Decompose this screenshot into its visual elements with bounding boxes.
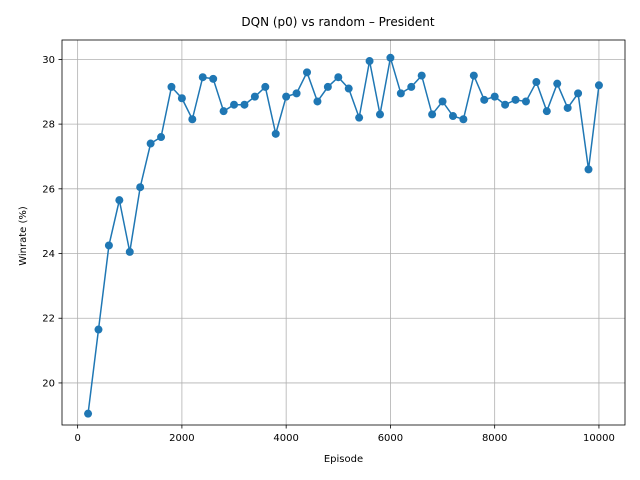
data-point: [407, 82, 416, 91]
y-tick-label: 30: [42, 55, 55, 66]
y-tick-label: 20: [42, 378, 55, 389]
x-axis-ticks: 0 2000 4000 6000 8000 10000: [74, 425, 615, 444]
data-point: [521, 97, 530, 106]
data-point: [167, 82, 176, 91]
data-point: [365, 57, 374, 66]
data-point: [375, 110, 384, 119]
y-tick-label: 24: [42, 249, 55, 260]
data-point: [157, 133, 166, 142]
data-point: [563, 103, 572, 112]
data-point: [355, 113, 364, 122]
y-axis-label: Winrate (%): [18, 206, 29, 266]
data-point: [438, 97, 447, 106]
data-point: [303, 68, 312, 77]
data-point: [271, 129, 280, 138]
data-point: [198, 73, 207, 82]
x-tick-label: 6000: [378, 433, 403, 444]
data-point: [490, 92, 499, 101]
data-point: [104, 241, 113, 250]
data-series: [84, 53, 603, 418]
data-point: [261, 82, 270, 91]
y-tick-label: 26: [42, 184, 55, 195]
data-point: [84, 409, 93, 418]
x-tick-label: 0: [74, 433, 80, 444]
plot-area-frame: [61, 39, 626, 426]
x-tick-label: 10000: [583, 433, 615, 444]
data-point: [574, 89, 583, 98]
data-point: [553, 79, 562, 88]
data-point: [501, 100, 510, 109]
data-point: [459, 115, 468, 124]
data-point: [209, 74, 218, 83]
data-point: [428, 110, 437, 119]
data-point: [334, 73, 343, 82]
x-tick-label: 4000: [273, 433, 298, 444]
data-point: [115, 196, 124, 205]
y-tick-label: 28: [42, 120, 55, 131]
y-tick-label: 22: [42, 314, 55, 325]
data-point: [344, 84, 353, 93]
data-point: [323, 82, 332, 91]
data-point: [542, 107, 551, 116]
data-point: [188, 115, 197, 124]
data-point: [386, 53, 395, 62]
chart-title: DQN (p0) vs random – President: [241, 15, 435, 29]
y-axis-ticks: 20 22 24 26 28 30: [42, 55, 62, 389]
data-point: [219, 107, 228, 116]
data-point: [94, 325, 103, 334]
data-point: [313, 97, 322, 106]
data-point: [282, 92, 291, 101]
data-point: [448, 112, 457, 121]
x-tick-label: 2000: [169, 433, 194, 444]
x-axis-label: Episode: [324, 454, 363, 465]
data-point: [480, 95, 489, 104]
data-point: [511, 95, 520, 104]
data-point: [230, 100, 239, 109]
data-point: [396, 89, 405, 98]
data-point: [250, 92, 259, 101]
data-point: [240, 100, 249, 109]
data-point: [292, 89, 301, 98]
data-point: [532, 78, 541, 87]
data-point: [417, 71, 426, 80]
data-point: [146, 139, 155, 148]
grid-lines: [62, 40, 625, 425]
data-point: [594, 81, 603, 90]
data-point: [584, 165, 593, 174]
data-point: [125, 247, 134, 256]
data-point: [469, 71, 478, 80]
x-tick-label: 8000: [482, 433, 507, 444]
data-point: [177, 94, 186, 103]
data-point: [136, 183, 145, 192]
